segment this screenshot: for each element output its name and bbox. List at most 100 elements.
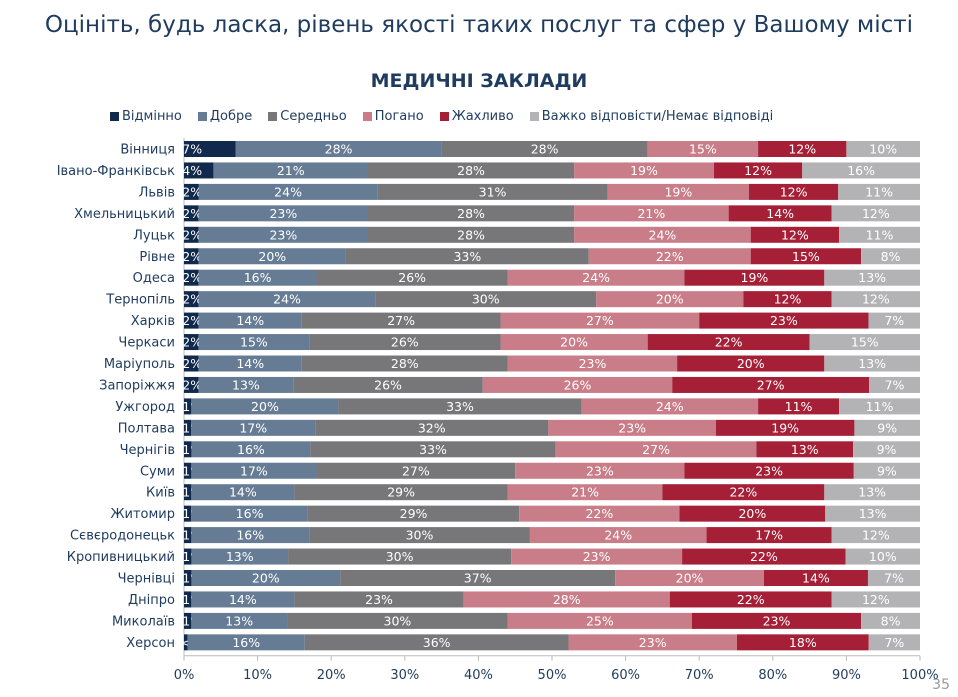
x-tick-label: 10%: [243, 668, 272, 683]
data-label: 15%: [792, 249, 820, 264]
bar-segment: [831, 291, 920, 308]
data-label: 27%: [757, 377, 785, 392]
page-number: 35: [932, 677, 950, 693]
category-label: Вінниця: [120, 143, 175, 158]
legend-label: Погано: [374, 109, 424, 124]
data-label: 9%: [877, 442, 897, 457]
bar-segment: [184, 291, 199, 308]
category-label: Маріуполь: [104, 357, 175, 372]
bar-segment: [853, 462, 920, 479]
bar-segment: [750, 226, 840, 243]
legend-swatch: [362, 112, 372, 121]
bar-segment: [441, 141, 648, 157]
data-label: 14%: [229, 592, 257, 607]
bar-segment: [581, 398, 759, 415]
data-label: 23%: [770, 313, 798, 328]
category-label: Львів: [139, 185, 175, 200]
bar-segment: [198, 334, 310, 351]
data-label: 8%: [881, 613, 901, 628]
data-label: 24%: [656, 399, 684, 414]
data-label: 22%: [715, 335, 743, 350]
bar-segment: [198, 248, 346, 265]
data-label: 12%: [744, 163, 772, 178]
data-label: 28%: [325, 142, 353, 157]
data-label: 17%: [755, 528, 783, 543]
bar-segment: [846, 141, 920, 157]
category-label: Одеса: [133, 271, 175, 286]
data-label: 21%: [277, 163, 305, 178]
bar-segment: [482, 376, 673, 393]
bar-segment: [184, 505, 192, 522]
data-label: 19%: [771, 420, 799, 435]
data-label: 30%: [386, 549, 414, 564]
bar-segment: [184, 548, 192, 565]
category-label: Київ: [146, 486, 175, 501]
x-tick-label: 30%: [390, 668, 419, 683]
bar-segment: [809, 334, 920, 351]
data-label: 33%: [419, 442, 447, 457]
data-label: 27%: [402, 463, 430, 478]
data-label: 7%: [884, 313, 904, 328]
data-label: 2%: [182, 292, 202, 307]
bar-segment: [713, 162, 803, 179]
data-label: 13%: [858, 270, 886, 285]
legend-swatch: [268, 112, 278, 121]
data-label: 15%: [851, 335, 879, 350]
data-label: 30%: [384, 613, 412, 628]
bar-segment: [669, 591, 832, 608]
bar-segment: [191, 484, 295, 501]
bar-segment: [691, 612, 862, 629]
data-label: 2%: [182, 249, 202, 264]
category-label: Дніпро: [128, 593, 175, 608]
data-label: 23%: [586, 463, 614, 478]
data-label: 36%: [423, 635, 451, 650]
bar-segment: [198, 355, 302, 372]
bar-segment: [301, 355, 508, 372]
bar-segment: [838, 183, 920, 200]
bar-segment: [500, 312, 700, 329]
data-label: 30%: [472, 292, 500, 307]
data-label: 12%: [780, 184, 808, 199]
category-label: Чернівці: [118, 572, 175, 587]
data-label: 12%: [862, 292, 890, 307]
bar-segment: [831, 591, 920, 608]
bar-segment: [198, 291, 376, 308]
bar-segment: [555, 441, 757, 458]
data-label: 28%: [531, 142, 559, 157]
bar-segment: [340, 570, 616, 586]
data-label: 20%: [251, 399, 279, 414]
category-label: Полтава: [118, 421, 175, 436]
legend-item: Добре: [197, 109, 252, 124]
data-label: 23%: [365, 592, 393, 607]
legend-label: Відмінно: [122, 109, 182, 124]
data-label: 23%: [763, 613, 791, 628]
bar-segment: [191, 548, 289, 565]
data-label: 23%: [579, 356, 607, 371]
data-label: 14%: [236, 356, 264, 371]
bar-segment: [758, 141, 847, 157]
data-label: 33%: [453, 249, 481, 264]
bar-segment: [191, 591, 295, 608]
bar-segment: [861, 248, 920, 265]
bar-segment: [507, 355, 678, 372]
legend-swatch: [439, 112, 449, 121]
data-label: 20%: [676, 571, 704, 586]
data-label: 21%: [637, 206, 665, 221]
x-tick-label: 0%: [174, 668, 195, 683]
bar-segment: [184, 248, 199, 265]
data-label: 17%: [240, 463, 268, 478]
bar-segment: [377, 183, 608, 200]
data-label: 4%: [182, 163, 202, 178]
data-label: 7%: [884, 635, 904, 650]
bar-segment: [184, 591, 192, 608]
data-label: 19%: [741, 270, 769, 285]
data-label: 2%: [182, 184, 202, 199]
bar-segment: [191, 441, 311, 458]
data-label: 16%: [236, 506, 264, 521]
bar-segment: [184, 141, 236, 157]
bar-segment: [184, 205, 199, 222]
data-label: 27%: [387, 313, 415, 328]
data-label: 23%: [755, 463, 783, 478]
category-label: Харків: [131, 314, 175, 329]
